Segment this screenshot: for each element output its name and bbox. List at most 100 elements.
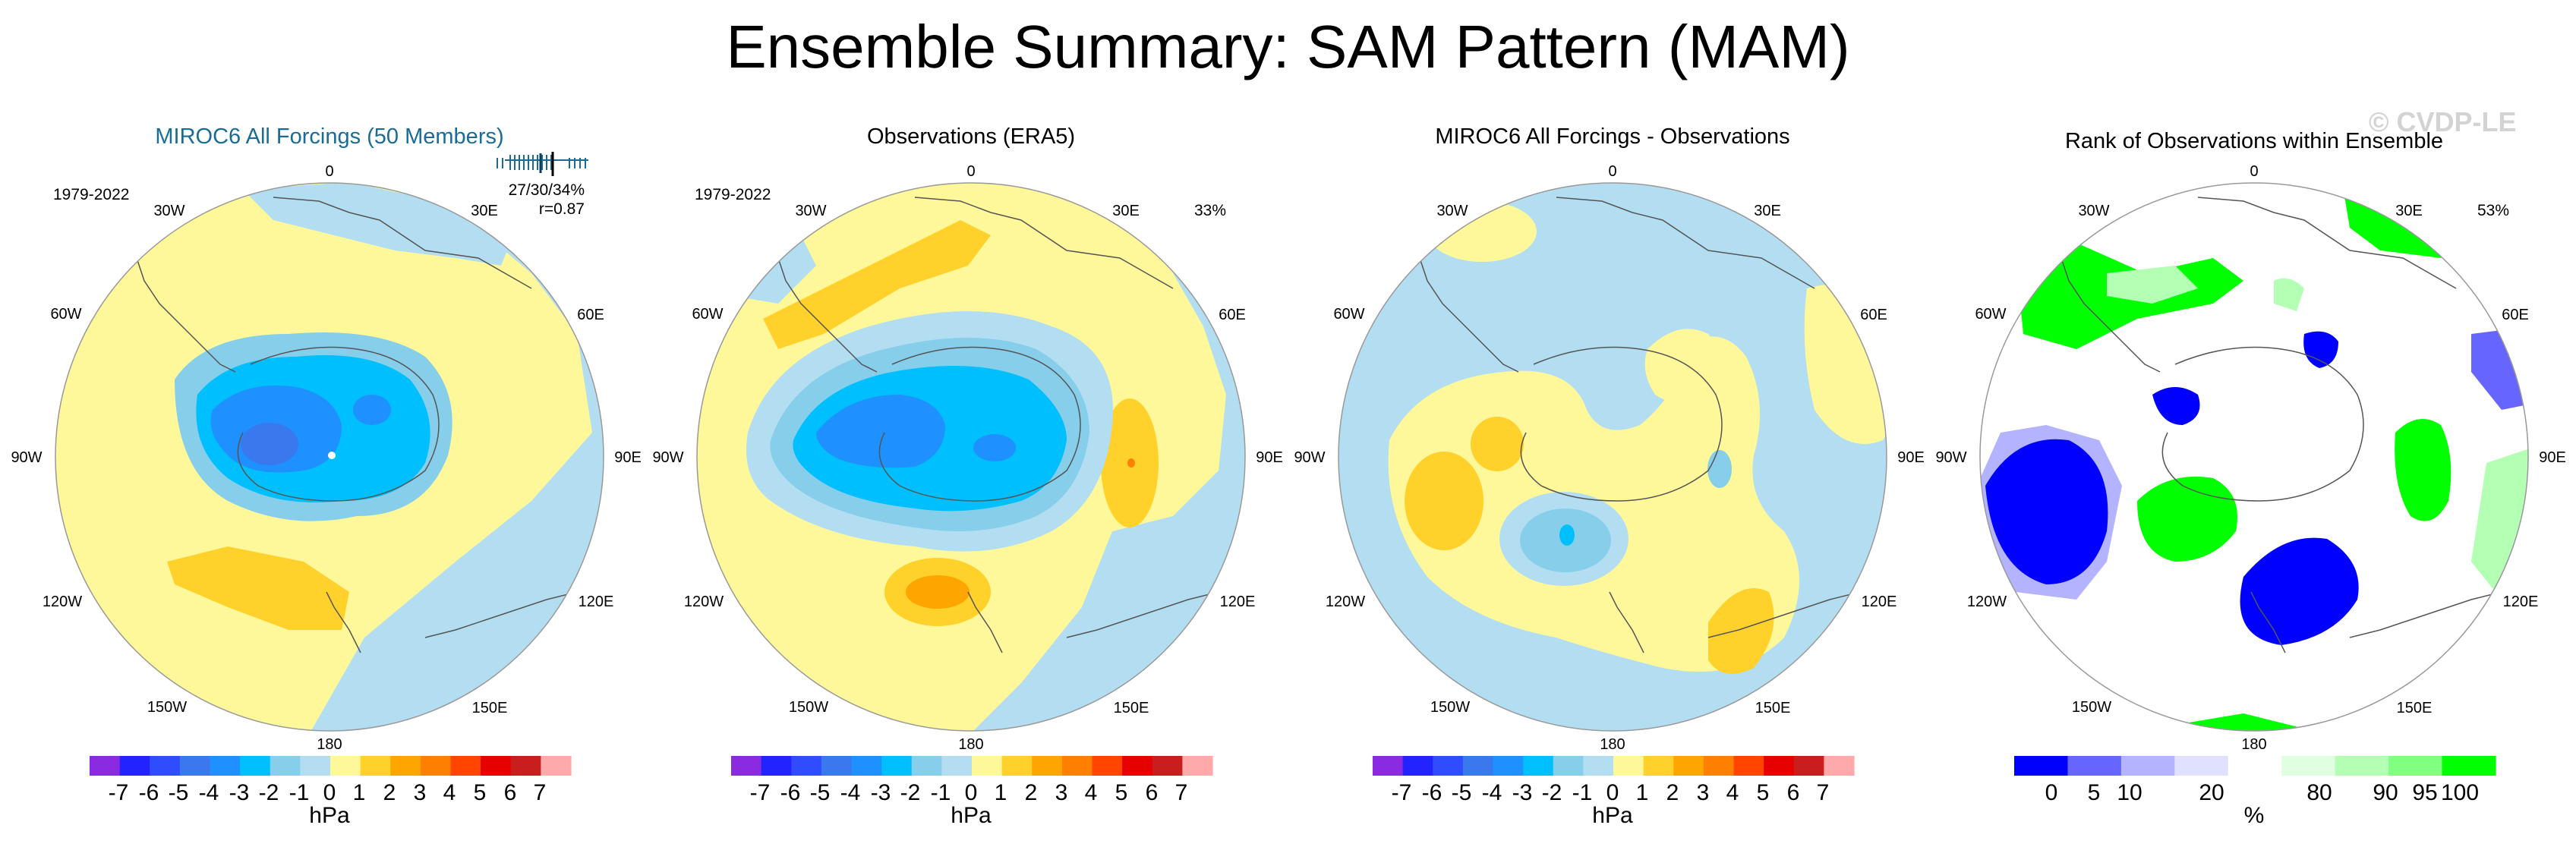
colorbar-swatch [2281, 756, 2336, 776]
colorbar-swatch [2120, 756, 2175, 776]
colorbar-ticks: 0 5 10 20 80 90 95 100 [2045, 780, 2479, 805]
colorbar-tick: 10 [2117, 780, 2142, 805]
colorbar-tick: 5 [474, 780, 487, 805]
stat-corr: r=0.87 [539, 200, 585, 218]
panel-title: Rank of Observations within Ensemble [2065, 129, 2443, 153]
colorbar-tick: 20 [2199, 780, 2224, 805]
colorbar-swatch [1001, 756, 1033, 776]
pattern-pct: 53% [2477, 202, 2509, 219]
colorbar-tick: 80 [2306, 780, 2332, 805]
colorbar-swatch [1703, 756, 1735, 776]
colorbar-tick: 5 [1115, 780, 1128, 805]
lon-label: 120E [579, 594, 614, 610]
colorbar-tick: -6 [139, 780, 159, 805]
colorbar-swatch [1583, 756, 1614, 776]
lon-label: 90W [1935, 449, 1966, 466]
colorbar-tick: 2 [383, 780, 396, 805]
lon-label: 120E [1220, 594, 1256, 610]
colorbar-swatch [481, 756, 512, 776]
colorbar [1373, 756, 1855, 776]
lon-label: 30E [471, 203, 498, 219]
colorbar-ticks: -7 -6 -5 -4 -3 -2 -1 0 1 2 3 4 5 6 7 [750, 780, 1188, 805]
colorbar-swatch [972, 756, 1003, 776]
lon-label: 120W [1967, 594, 2007, 610]
colorbar-swatch [2228, 756, 2282, 776]
lon-label: 60W [692, 306, 723, 323]
lon-label: 150E [472, 700, 508, 716]
colorbar-swatch [911, 756, 942, 776]
period-label: 1979-2022 [53, 186, 129, 203]
lon-label: 180 [2241, 736, 2266, 753]
colorbar-tick: 100 [2441, 780, 2479, 805]
colorbar-unit: hPa [951, 803, 992, 828]
map-rim [1338, 182, 1887, 732]
lon-label: 150W [2072, 699, 2111, 716]
lon-label: 30W [1436, 203, 1468, 219]
lon-label: 60W [50, 306, 81, 323]
colorbar-swatch [1092, 756, 1123, 776]
colorbar-unit: hPa [1592, 803, 1633, 828]
colorbar-tick: -4 [840, 780, 861, 805]
lon-label: 60E [2502, 307, 2529, 323]
pole-marker [328, 452, 336, 459]
colorbar-tick: -4 [1482, 780, 1502, 805]
colorbar-swatch [1032, 756, 1063, 776]
colorbar-swatch [851, 756, 882, 776]
colorbar-tick: -2 [259, 780, 279, 805]
lon-label: 60E [1860, 307, 1887, 323]
colorbar-tick: 90 [2373, 780, 2398, 805]
lon-label: 60E [1219, 307, 1246, 323]
colorbar-swatch [1733, 756, 1764, 776]
lon-label: 30E [2395, 203, 2423, 219]
colorbar-tick: 3 [1055, 780, 1068, 805]
colorbar-tick: 6 [1146, 780, 1159, 805]
coastlines [1419, 197, 1887, 653]
period-label: 1979-2022 [695, 186, 771, 203]
colorbar-swatch [450, 756, 481, 776]
colorbar-swatch [2067, 756, 2122, 776]
colorbar-swatch [1462, 756, 1494, 776]
longitude-labels: 0 30E 60E 90E 120E 150E 180 150W 120W 90… [1935, 163, 2565, 753]
colorbar-swatch [1793, 756, 1824, 776]
lon-label: 150E [2397, 700, 2433, 716]
colorbar-swatch [941, 756, 973, 776]
colorbar-swatch [541, 756, 572, 776]
colorbar-tick: 5 [1757, 780, 1770, 805]
colorbar-swatch [791, 756, 822, 776]
colorbar-swatch [270, 756, 301, 776]
lon-label: 150W [1430, 699, 1470, 716]
colorbar-swatch [360, 756, 391, 776]
map-field [697, 183, 1245, 731]
colorbar-tick: 1 [353, 780, 366, 805]
colorbar-tick: -5 [1452, 780, 1472, 805]
coastlines [2060, 197, 2528, 653]
lon-label: 180 [317, 736, 342, 753]
lon-label: 150E [1114, 700, 1149, 716]
colorbar-swatch [761, 756, 792, 776]
colorbar [90, 756, 572, 776]
lon-label: 90E [1256, 449, 1283, 466]
lon-label: 120W [1326, 594, 1365, 610]
colorbar-tick: -1 [289, 780, 310, 805]
colorbar-unit: % [2244, 803, 2265, 828]
colorbar-swatch [1433, 756, 1464, 776]
colorbar-tick: -7 [1392, 780, 1412, 805]
lon-label: 60E [577, 307, 604, 323]
colorbar-swatch [1493, 756, 1524, 776]
map-field [55, 183, 604, 731]
lon-label: 150W [147, 699, 187, 716]
longitude-labels: 0 30E 60E 90E 120E 150E 180 150W 120W 90… [652, 163, 1282, 753]
lon-label: 90W [11, 449, 42, 466]
colorbar-tick: -7 [750, 780, 771, 805]
colorbar-swatch [1122, 756, 1153, 776]
colorbar-swatch [1643, 756, 1674, 776]
colorbar-tick: -3 [1512, 780, 1533, 805]
colorbar-tick: -6 [780, 780, 801, 805]
lon-label: 0 [1608, 163, 1616, 180]
lon-label: 30W [795, 203, 826, 219]
lon-label: 30W [153, 203, 184, 219]
colorbar-tick: 4 [1726, 780, 1739, 805]
colorbar-tick: 0 [2045, 780, 2058, 805]
lon-label: 90E [1897, 449, 1925, 466]
colorbar-swatch [119, 756, 150, 776]
